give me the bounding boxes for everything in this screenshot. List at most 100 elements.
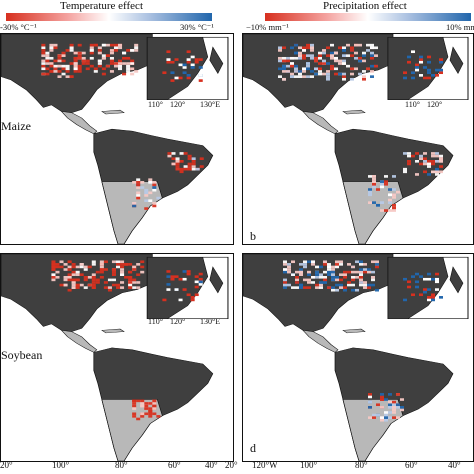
effect-pixel [109,59,114,63]
effect-pixel [330,54,334,57]
inset-effect-pixel [170,277,175,281]
effect-pixel [111,270,116,274]
effect-pixel [307,273,311,276]
effect-pixel [191,162,196,166]
effect-pixel [41,59,46,63]
effect-pixel [343,288,347,292]
caribbean-land [101,109,125,115]
effect-pixel [130,67,135,71]
inset-effect-pixel [407,280,411,284]
effect-pixel [370,70,374,73]
effect-pixel [319,281,323,284]
inset-effect-pixel [186,50,191,54]
map-svg [1,254,233,461]
inset-effect-pixel [170,275,175,278]
inset-effect-pixel [415,272,419,276]
effect-pixel [380,201,384,204]
effect-pixel [128,283,133,287]
effect-pixel [148,409,153,413]
effect-pixel [282,64,286,68]
effect-pixel [318,62,322,65]
effect-pixel [81,62,86,65]
effect-pixel [109,43,114,47]
effect-pixel [45,56,50,60]
inset-effect-pixel [186,270,191,273]
effect-pixel [191,165,196,168]
effect-pixel [299,283,303,287]
effect-pixel [136,191,141,195]
effect-pixel [101,43,106,47]
effect-pixel [179,170,184,174]
north-america-land [1,34,153,113]
effect-pixel [81,56,86,60]
effect-pixels [51,260,161,421]
effect-pixel [103,281,108,284]
effect-pixel [59,265,64,269]
effect-pixel [278,75,282,78]
effect-pixel [77,43,82,47]
inset-tick-c-3: 130°E [200,317,221,326]
effect-pixel [291,273,295,276]
inset-effect-pixel [182,71,187,75]
effect-pixel [130,72,135,76]
central-america-land [60,111,98,135]
effect-pixel [298,70,302,73]
inset-effect-pixel [431,277,435,281]
effect-pixel [120,263,125,266]
effect-pixel [124,275,129,279]
effect-pixel [439,170,443,174]
inset-effect-pixel [419,58,423,61]
map-svg [1,34,233,244]
inset-effect-pixels [162,50,203,82]
effect-pixel [286,56,290,60]
effect-pixel [371,270,375,274]
effect-pixel [99,270,104,274]
panel-letter-d: d [248,441,258,456]
effect-pixel [103,286,108,289]
effect-pixel [61,59,66,63]
effect-pixel [278,67,282,71]
effect-pixel [334,56,338,60]
effect-pixel [363,268,367,271]
inset-effect-pixel [411,76,415,80]
effect-pixel [93,67,98,71]
effect-pixel [144,402,149,405]
effect-pixel [338,59,342,63]
effect-pixel [295,278,299,282]
effect-pixel [148,178,153,181]
effect-pixel [179,152,184,155]
effect-pixel [41,51,46,55]
effect-pixel [407,152,411,155]
inset-effect-pixel [411,71,415,75]
effect-pixel [152,181,157,184]
inset-effect-pixel [415,68,419,72]
soybean-label: Soybean [1,348,43,362]
effect-pixel [140,404,145,408]
effect-pixel [392,203,396,207]
inset-effect-pixel [186,76,191,80]
effect-pixel [374,54,378,57]
effect-pixel [314,67,318,71]
effect-pixel [134,70,139,73]
effect-pixel [302,67,306,71]
effect-pixel [97,46,102,50]
effect-pixel [287,265,291,269]
effect-pixel [372,180,376,183]
effect-pixel [331,265,335,269]
effect-pixel [403,152,407,155]
inset-tick-b-1: 110° [405,100,420,109]
effect-pixel [294,43,298,47]
effect-pixel [334,67,338,71]
inset-effect-pixel [439,79,443,82]
effect-pixel [134,75,139,78]
effect-pixel [368,393,372,396]
effect-pixel [358,56,362,60]
effect-pixel [132,407,137,410]
effect-pixel [87,265,92,269]
effect-pixel [278,46,282,50]
effect-pixel [343,273,347,276]
effect-pixel [302,56,306,60]
effect-pixel [315,270,319,274]
inset-effect-pixel [178,76,183,80]
effect-pixel [73,70,78,73]
